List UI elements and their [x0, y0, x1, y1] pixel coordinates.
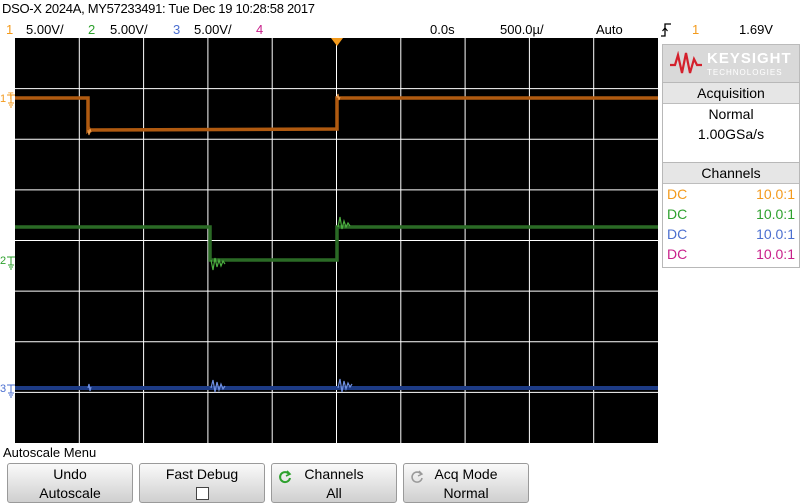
logo-text: KEYSIGHT — [707, 50, 792, 67]
channel-1-ground-marker[interactable]: 1 — [0, 90, 16, 112]
svg-text:2: 2 — [0, 255, 6, 267]
softkey-value: Normal — [443, 485, 489, 501]
channel-1-coupling: DC — [667, 186, 688, 202]
channel-2-coupling: DC — [667, 206, 688, 222]
time-scale[interactable]: 500.0µ/ — [500, 22, 544, 37]
fast-debug-softkey[interactable]: Fast Debug — [139, 463, 265, 503]
waveform-display[interactable] — [15, 38, 658, 443]
channel-1-scale[interactable]: 5.00V/ — [26, 22, 64, 37]
channel-3-ringing — [87, 378, 353, 393]
undo-autoscale-softkey[interactable]: Undo Autoscale — [7, 463, 133, 503]
acq-mode-softkey[interactable]: Acq Mode Normal — [403, 463, 529, 503]
channel-3-coupling: DC — [667, 226, 688, 242]
channel-4-info: DC 10.0:1 — [663, 244, 799, 264]
channel-1-trace — [15, 96, 658, 135]
channel-3-info: DC 10.0:1 — [663, 224, 799, 244]
channel-2-ground-marker[interactable]: 2 — [0, 252, 16, 274]
channel-3-ground-marker[interactable]: 3 — [0, 380, 16, 402]
rotate-knob-icon — [279, 470, 292, 484]
acquisition-title: Acquisition — [663, 83, 799, 104]
rising-edge-icon — [661, 23, 671, 37]
channel-2-probe: 10.0:1 — [756, 206, 795, 222]
svg-text:T: T — [8, 91, 14, 100]
waveform-traces — [15, 93, 658, 393]
channel-4-probe: 10.0:1 — [756, 246, 795, 262]
softkey-label: Channels — [304, 466, 364, 482]
window-title: DSO-X 2024A, MY57233491: Tue Dec 19 10:2… — [2, 1, 315, 16]
softkey-value: All — [326, 485, 342, 501]
channel-4-coupling: DC — [667, 246, 688, 262]
trigger-time-marker[interactable] — [331, 38, 343, 48]
keysight-wave-icon — [670, 51, 702, 74]
softkey-label: Fast Debug — [165, 466, 239, 482]
channels-box[interactable]: Channels DC 10.0:1 DC 10.0:1 DC 10.0:1 D… — [662, 162, 800, 268]
channel-1-probe: 10.0:1 — [756, 186, 795, 202]
acquisition-mode: Normal — [708, 106, 754, 122]
sample-rate: 1.00GSa/s — [697, 126, 765, 142]
time-offset[interactable]: 0.0s — [430, 22, 455, 37]
softkey-value: Autoscale — [39, 485, 101, 501]
channel-2-number[interactable]: 2 — [88, 22, 96, 37]
channel-2-trace — [15, 225, 658, 262]
fast-debug-checkbox[interactable] — [140, 485, 264, 503]
trigger-level[interactable]: 1.69V — [739, 22, 773, 37]
softkey-label: Acq Mode — [434, 466, 498, 482]
softkey-label: Undo — [53, 466, 87, 482]
channel-1-info: DC 10.0:1 — [663, 184, 799, 204]
trigger-source[interactable]: 1 — [692, 22, 700, 37]
rotate-knob-icon — [411, 470, 424, 483]
channel-3-probe: 10.0:1 — [756, 226, 795, 242]
channels-softkey[interactable]: Channels All — [271, 463, 397, 503]
logo-subtext: TECHNOLOGIES — [707, 68, 783, 77]
keysight-logo: KEYSIGHT TECHNOLOGIES — [662, 44, 800, 84]
channel-3-scale[interactable]: 5.00V/ — [194, 22, 232, 37]
channel-2-scale[interactable]: 5.00V/ — [110, 22, 148, 37]
channel-4-number[interactable]: 4 — [256, 22, 264, 37]
info-panel: KEYSIGHT TECHNOLOGIES Acquisition Normal… — [660, 38, 800, 443]
svg-text:3: 3 — [0, 383, 6, 395]
menu-title: Autoscale Menu — [3, 445, 97, 460]
channel-2-info: DC 10.0:1 — [663, 204, 799, 224]
channel-1-ringing — [87, 93, 341, 136]
channel-3-number[interactable]: 3 — [173, 22, 181, 37]
trigger-mode[interactable]: Auto — [596, 22, 623, 37]
channel-2-ringing — [210, 216, 351, 271]
trigger-level-marker[interactable]: T — [0, 90, 16, 100]
channels-title: Channels — [663, 163, 799, 184]
channel-1-number[interactable]: 1 — [6, 22, 14, 37]
svg-text:1: 1 — [0, 93, 6, 105]
